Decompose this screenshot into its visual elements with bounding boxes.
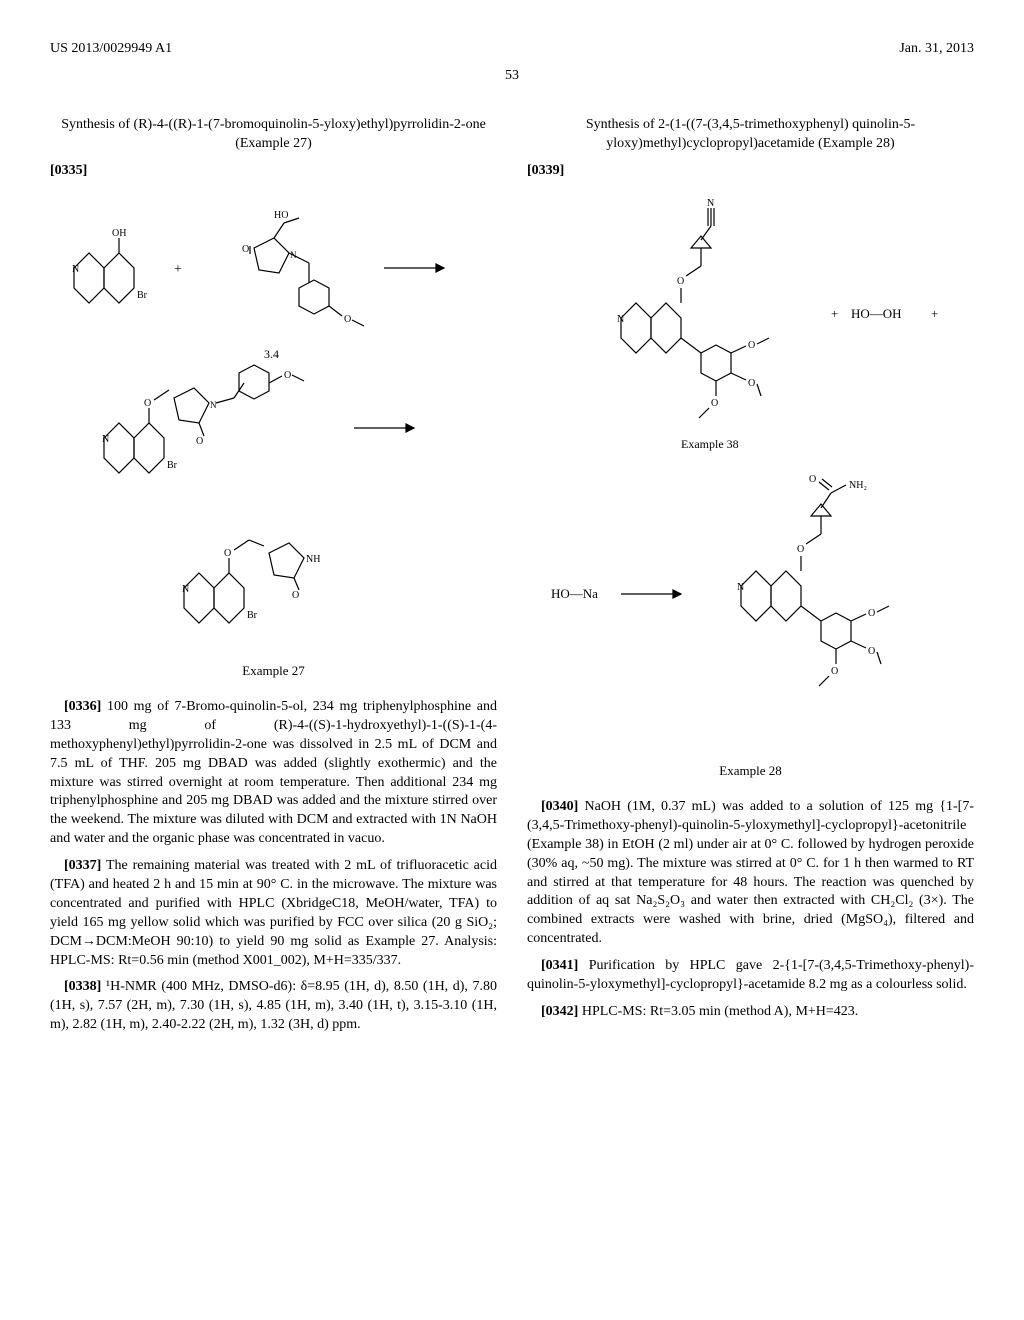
svg-text:HO: HO (274, 210, 288, 221)
header-left: US 2013/0029949 A1 (50, 40, 172, 59)
para-0340: [0340] NaOH (1M, 0.37 mL) was added to a… (527, 798, 974, 949)
svg-text:NH₂: NH₂ (849, 480, 867, 491)
svg-text:O: O (748, 378, 755, 389)
para-num-0337: [0337] (64, 858, 101, 873)
para-0341: [0341] Purification by HPLC gave 2-{1-[7… (527, 957, 974, 995)
svg-text:N: N (617, 314, 624, 325)
svg-text:N: N (102, 434, 109, 445)
svg-text:O: O (144, 398, 151, 409)
svg-text:N: N (737, 582, 744, 593)
svg-text:Br: Br (247, 610, 258, 621)
caption-ex38: Example 38 (681, 437, 739, 451)
caption-ex28: Example 28 (527, 762, 974, 780)
para-0338-text: ¹H-NMR (400 MHz, DMSO-d6): δ=8.95 (1H, d… (50, 979, 497, 1032)
svg-text:O: O (809, 474, 816, 485)
svg-text:O: O (797, 544, 804, 555)
svg-text:O: O (677, 276, 684, 287)
para-0336-text: 100 mg of 7-Bromo-quinolin-5-ol, 234 mg … (50, 699, 497, 846)
para-0336: [0336] 100 mg of 7-Bromo-quinolin-5-ol, … (50, 698, 497, 849)
svg-text:O: O (868, 646, 875, 657)
svg-text:O: O (711, 398, 718, 409)
svg-text:O: O (284, 370, 291, 381)
svg-text:N: N (290, 250, 297, 260)
svg-text:OH: OH (112, 228, 126, 239)
para-0338: [0338] ¹H-NMR (400 MHz, DMSO-d6): δ=8.95… (50, 978, 497, 1035)
two-column-layout: Synthesis of (R)-4-((R)-1-(7-bromoquinol… (50, 106, 974, 1043)
para-0335: [0335] (50, 162, 497, 181)
svg-text:+: + (831, 306, 838, 321)
page-header: US 2013/0029949 A1 Jan. 31, 2013 (50, 40, 974, 59)
page-number: 53 (50, 67, 974, 86)
svg-text:O: O (868, 608, 875, 619)
svg-text:N: N (210, 400, 217, 410)
para-num-0338: [0338] (64, 979, 101, 994)
svg-text:O: O (831, 666, 838, 677)
svg-text:N: N (707, 198, 714, 209)
para-0340-text: NaOH (1M, 0.37 mL) was added to a soluti… (527, 799, 974, 946)
scheme-svg-ex27: N OH Br + O HO N (64, 198, 484, 658)
svg-text:O: O (292, 590, 299, 601)
para-0342-text: HPLC-MS: Rt=3.05 min (method A), M+H=423… (578, 1004, 858, 1019)
svg-text:O: O (196, 436, 203, 447)
svg-text:O: O (242, 244, 249, 255)
svg-text:HO—OH: HO—OH (851, 306, 902, 321)
para-num-0339: [0339] (527, 163, 564, 178)
svg-text:O: O (748, 340, 755, 351)
svg-text:HO—Na: HO—Na (551, 586, 598, 601)
synthesis-title-ex28: Synthesis of 2-(1-((7-(3,4,5-trimethoxyp… (527, 116, 974, 154)
header-right: Jan. 31, 2013 (899, 40, 974, 59)
svg-text:+: + (931, 306, 938, 321)
chemical-scheme-ex28: N O N (527, 198, 974, 780)
svg-text:3.4: 3.4 (264, 347, 279, 361)
svg-text:Br: Br (137, 290, 148, 301)
scheme-svg-ex28: N O N (541, 198, 961, 758)
left-column: Synthesis of (R)-4-((R)-1-(7-bromoquinol… (50, 106, 497, 1043)
para-num-0335: [0335] (50, 163, 87, 178)
caption-ex27: Example 27 (50, 662, 497, 680)
para-num-0342: [0342] (541, 1004, 578, 1019)
svg-text:N: N (182, 584, 189, 595)
para-0337: [0337] The remaining material was treate… (50, 857, 497, 970)
para-num-0340: [0340] (541, 799, 578, 814)
synthesis-title-ex27: Synthesis of (R)-4-((R)-1-(7-bromoquinol… (50, 116, 497, 154)
svg-text:Br: Br (167, 460, 178, 471)
para-num-0341: [0341] (541, 958, 578, 973)
svg-text:+: + (174, 262, 182, 277)
para-0342: [0342] HPLC-MS: Rt=3.05 min (method A), … (527, 1003, 974, 1022)
chemical-scheme-ex27: N OH Br + O HO N (50, 198, 497, 680)
right-column: Synthesis of 2-(1-((7-(3,4,5-trimethoxyp… (527, 106, 974, 1043)
para-0341-text: Purification by HPLC gave 2-{1-[7-(3,4,5… (527, 958, 974, 992)
svg-text:N: N (72, 264, 79, 275)
svg-text:O: O (344, 314, 351, 325)
svg-text:NH: NH (306, 554, 320, 565)
para-0337-text: The remaining material was treated with … (50, 858, 497, 967)
para-0339: [0339] (527, 162, 974, 181)
svg-text:O: O (224, 548, 231, 559)
para-num-0336: [0336] (64, 699, 101, 714)
